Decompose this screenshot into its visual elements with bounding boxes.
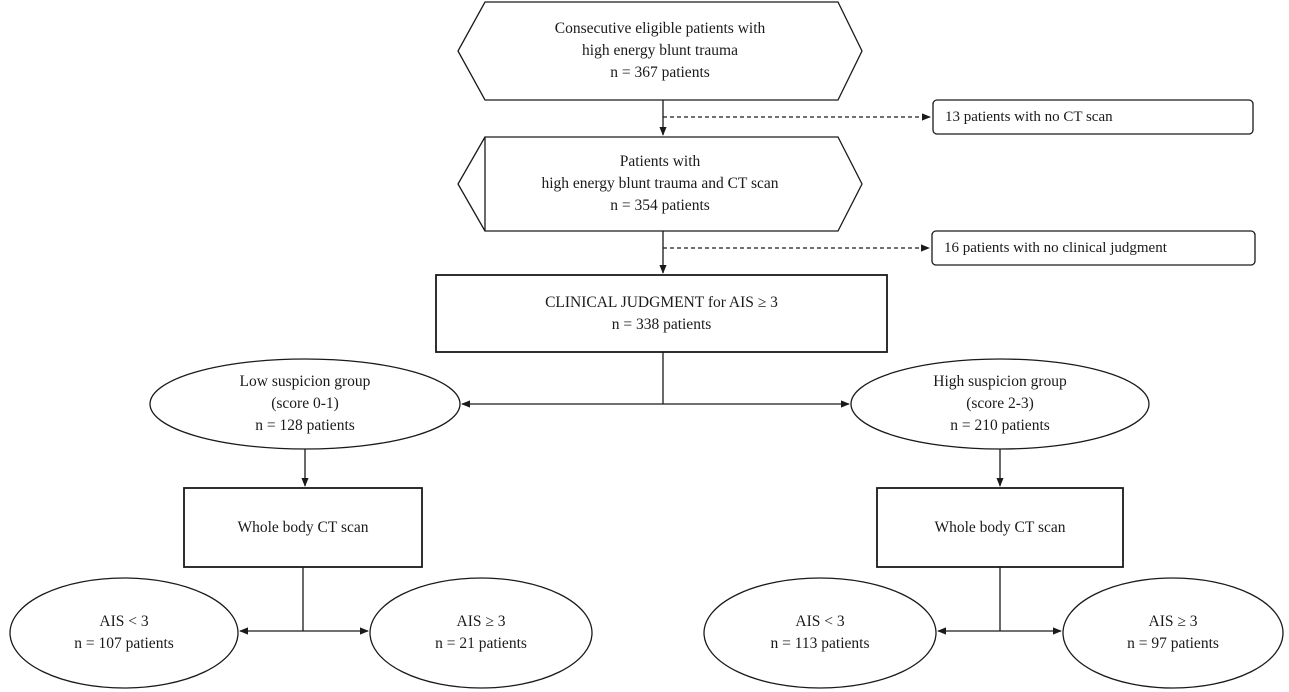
ct-low-box-shape bbox=[183, 487, 423, 568]
eligible-line2: high energy blunt trauma bbox=[582, 42, 738, 59]
clinical-judgment-node: CLINICAL JUDGMENT for AIS ≥ 3 n = 338 pa… bbox=[436, 275, 887, 352]
high-suspicion-line1: High suspicion group bbox=[933, 373, 1067, 390]
eligible-hexagon-shape bbox=[457, 1, 863, 101]
with-ct-line1: Patients with bbox=[619, 153, 701, 170]
low-ais-lt3-line2: n = 107 patients bbox=[74, 635, 174, 652]
ct-high-box-shape bbox=[876, 487, 1124, 568]
high-ais-ge3-line2: n = 97 patients bbox=[1127, 635, 1219, 652]
high-suspicion-line3: n = 210 patients bbox=[950, 417, 1050, 434]
low-suspicion-line2: (score 0-1) bbox=[271, 395, 339, 412]
high-ais-ge3-line1: AIS ≥ 3 bbox=[1148, 613, 1198, 630]
clinical-judgment-box-shape bbox=[435, 274, 888, 353]
excluded-no-ct-text: 13 patients with no CT scan bbox=[945, 109, 1113, 125]
high-ais-lt3-ellipse-shape bbox=[703, 577, 937, 689]
with-ct-hexagon-shape bbox=[457, 136, 863, 232]
low-ais-lt3-line1: AIS < 3 bbox=[99, 613, 149, 630]
clinical-judgment-line2: n = 338 patients bbox=[611, 315, 712, 333]
low-suspicion-line3: n = 128 patients bbox=[255, 417, 355, 434]
ct-scan-low-node: Whole body CT scan bbox=[184, 488, 422, 567]
low-ais-ge3-ellipse-shape bbox=[369, 577, 593, 689]
high-ais-lt3-node: AIS < 3 n = 113 patients bbox=[704, 590, 936, 676]
clinical-judgment-line1: CLINICAL JUDGMENT for AIS ≥ 3 bbox=[545, 293, 778, 311]
low-ais-ge3-node: AIS ≥ 3 n = 21 patients bbox=[370, 590, 592, 676]
high-ais-lt3-line1: AIS < 3 bbox=[795, 613, 845, 630]
eligible-line1: Consecutive eligible patients with bbox=[554, 20, 766, 37]
high-ais-ge3-ellipse-shape bbox=[1062, 577, 1284, 689]
ct-scan-high-node: Whole body CT scan bbox=[877, 488, 1123, 567]
low-ais-ge3-line2: n = 21 patients bbox=[435, 635, 527, 652]
ct-low-text: Whole body CT scan bbox=[237, 518, 369, 536]
with-ct-line2: high energy blunt trauma and CT scan bbox=[541, 175, 779, 192]
low-ais-lt3-node: AIS < 3 n = 107 patients bbox=[10, 590, 238, 676]
excluded-no-judgment-node: 16 patients with no clinical judgment bbox=[932, 231, 1255, 265]
with-ct-line3: n = 354 patients bbox=[610, 197, 710, 214]
excluded-no-judgment-text: 16 patients with no clinical judgment bbox=[944, 240, 1167, 256]
low-ais-lt3-ellipse-shape bbox=[9, 577, 239, 689]
excluded-no-ct-box-shape bbox=[932, 99, 1254, 135]
ct-high-text: Whole body CT scan bbox=[934, 518, 1066, 536]
high-suspicion-line2: (score 2-3) bbox=[966, 395, 1034, 412]
patients-with-ct-node: Patients with high energy blunt trauma a… bbox=[470, 137, 850, 231]
excluded-no-judgment-box-shape bbox=[931, 230, 1256, 266]
eligible-line3: n = 367 patients bbox=[610, 64, 710, 81]
excluded-no-ct-node: 13 patients with no CT scan bbox=[933, 100, 1253, 134]
high-suspicion-node: High suspicion group (score 2-3) n = 210… bbox=[851, 359, 1149, 449]
low-suspicion-line1: Low suspicion group bbox=[239, 373, 371, 390]
low-ais-ge3-line1: AIS ≥ 3 bbox=[456, 613, 506, 630]
high-ais-ge3-node: AIS ≥ 3 n = 97 patients bbox=[1063, 590, 1283, 676]
eligible-patients-node: Consecutive eligible patients with high … bbox=[470, 2, 850, 100]
low-suspicion-node: Low suspicion group (score 0-1) n = 128 … bbox=[150, 359, 460, 449]
high-ais-lt3-line2: n = 113 patients bbox=[770, 635, 870, 652]
